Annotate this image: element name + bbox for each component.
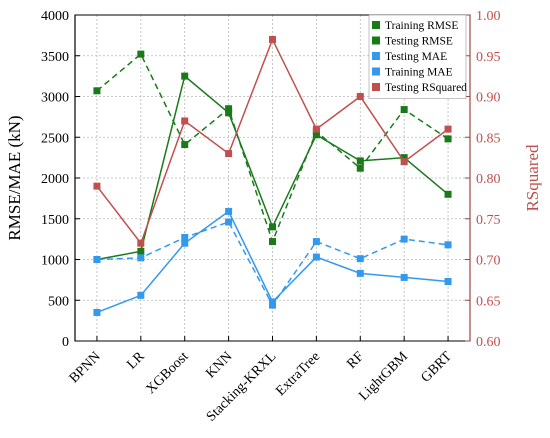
legend-marker bbox=[372, 36, 380, 45]
y2-axis-title: RSquared bbox=[523, 144, 542, 212]
data-point bbox=[400, 273, 408, 281]
data-point bbox=[181, 117, 189, 125]
data-point bbox=[93, 256, 101, 263]
data-point bbox=[137, 239, 145, 247]
y2-tick-label: 0.65 bbox=[476, 294, 501, 309]
data-point bbox=[225, 109, 233, 117]
legend-box bbox=[368, 14, 467, 99]
legend-label: Testing RSquared bbox=[385, 82, 467, 94]
data-point bbox=[444, 125, 452, 133]
y-tick-label: 1500 bbox=[41, 213, 69, 228]
data-point bbox=[312, 238, 320, 246]
legend-label: Testing MAE bbox=[385, 51, 447, 63]
data-point bbox=[93, 182, 101, 190]
data-point bbox=[137, 254, 145, 262]
y-tick-label: 3000 bbox=[41, 91, 69, 106]
data-point bbox=[137, 50, 145, 58]
data-point bbox=[225, 105, 233, 113]
legend-marker bbox=[372, 21, 380, 29]
data-point bbox=[269, 223, 276, 231]
y-tick-label: 2000 bbox=[41, 172, 69, 187]
data-point bbox=[93, 87, 101, 95]
legend-label: Training RMSE bbox=[385, 20, 458, 32]
y-tick-label: 3500 bbox=[41, 50, 69, 65]
y-tick-label: 0 bbox=[62, 335, 69, 350]
legend-label: Testing RMSE bbox=[385, 36, 453, 48]
data-point bbox=[356, 269, 364, 277]
data-point bbox=[181, 239, 189, 247]
data-point bbox=[444, 278, 452, 286]
legend-marker bbox=[372, 83, 380, 91]
data-point bbox=[356, 93, 364, 100]
data-point bbox=[269, 35, 276, 43]
data-point bbox=[181, 72, 189, 80]
y2-tick-label: 0.95 bbox=[476, 50, 501, 65]
y2-tick-label: 0.80 bbox=[476, 172, 501, 187]
data-point bbox=[312, 253, 320, 261]
data-point bbox=[400, 235, 408, 243]
data-point bbox=[400, 154, 408, 162]
data-point bbox=[356, 157, 364, 165]
data-point bbox=[312, 125, 320, 133]
series-layer bbox=[93, 35, 452, 316]
data-point bbox=[137, 291, 145, 299]
data-point bbox=[444, 241, 452, 249]
data-point bbox=[225, 150, 233, 158]
y2-tick-label: 0.90 bbox=[476, 91, 501, 106]
data-point bbox=[269, 238, 276, 246]
legend-marker bbox=[372, 67, 380, 76]
legend-marker bbox=[372, 52, 380, 60]
data-point bbox=[444, 135, 452, 143]
y-tick-label: 500 bbox=[48, 294, 69, 309]
data-point bbox=[400, 106, 408, 114]
y2-tick-label: 0.75 bbox=[476, 213, 501, 228]
legend: Training RMSE Testing RMSE Testing MAE Trai… bbox=[368, 14, 467, 99]
data-point bbox=[181, 233, 189, 241]
y2-tick-label: 0.85 bbox=[476, 131, 501, 146]
data-point bbox=[93, 308, 101, 316]
y2-tick-label: 0.70 bbox=[476, 254, 501, 269]
data-point bbox=[181, 141, 189, 149]
y2-tick-label: 1.00 bbox=[476, 9, 501, 24]
data-point bbox=[356, 255, 364, 263]
data-point bbox=[137, 247, 145, 255]
y2-tick-label: 0.60 bbox=[476, 335, 501, 350]
data-point bbox=[356, 164, 364, 172]
y-tick-label: 2500 bbox=[41, 131, 69, 146]
y-axis-title: RMSE/MAE (kN) bbox=[5, 115, 24, 240]
y-tick-label: 4000 bbox=[41, 9, 69, 24]
data-point bbox=[225, 207, 233, 215]
y-tick-label: 1000 bbox=[41, 254, 69, 269]
data-point bbox=[269, 298, 276, 306]
data-point bbox=[225, 218, 233, 226]
data-point bbox=[400, 158, 408, 166]
data-point bbox=[444, 190, 452, 198]
legend-label: Training MAE bbox=[385, 67, 453, 79]
